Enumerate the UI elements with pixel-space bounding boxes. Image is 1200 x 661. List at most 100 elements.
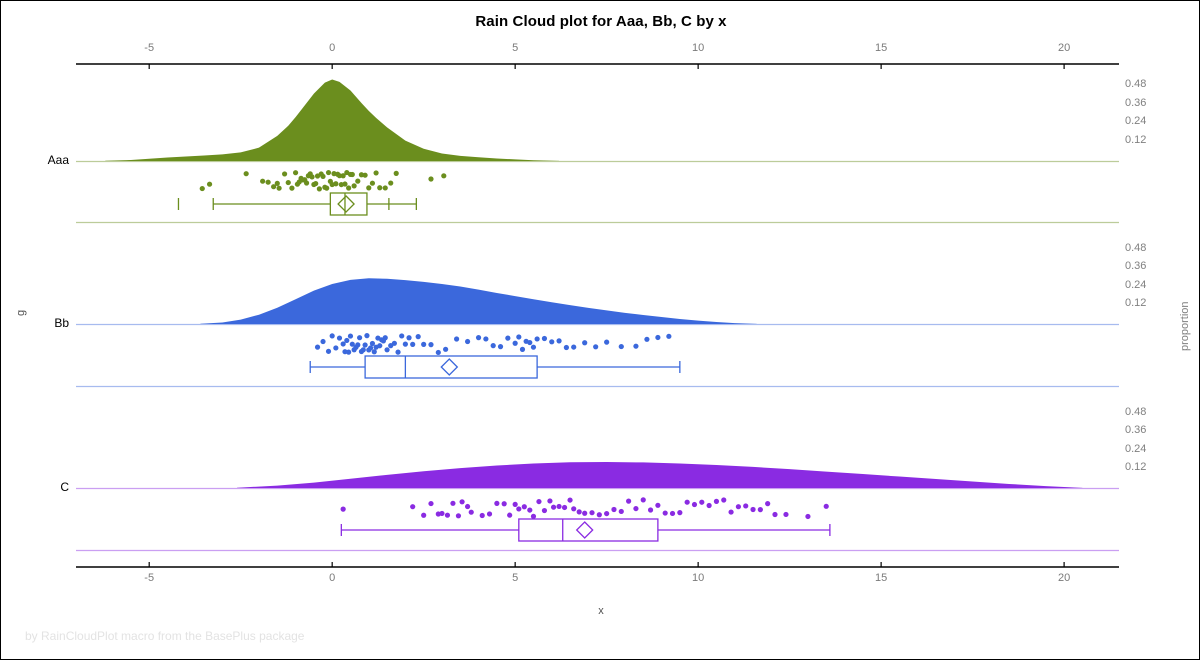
scatter-point bbox=[567, 497, 573, 503]
scatter-point bbox=[313, 180, 319, 187]
scatter-point bbox=[441, 173, 447, 179]
scatter-point bbox=[428, 342, 434, 348]
scatter-point bbox=[468, 509, 474, 515]
scatter-point bbox=[320, 173, 326, 180]
scatter-points bbox=[340, 497, 829, 520]
box-plot bbox=[309, 355, 681, 379]
scatter-point bbox=[384, 347, 390, 353]
scatter-point bbox=[199, 185, 205, 192]
group-label-bb: Bb bbox=[54, 316, 69, 330]
scatter-point bbox=[303, 180, 310, 186]
scatter-point bbox=[662, 510, 668, 516]
scatter-point bbox=[364, 333, 370, 339]
scatter-point bbox=[329, 333, 335, 339]
scatter-point bbox=[571, 344, 577, 350]
proportion-tick: 0.24 bbox=[1125, 442, 1147, 455]
scatter-point bbox=[342, 181, 348, 187]
scatter-point bbox=[391, 340, 397, 346]
scatter-point bbox=[382, 185, 388, 191]
scatter-point bbox=[783, 511, 789, 518]
density-curve bbox=[200, 278, 757, 324]
group-label-c: C bbox=[60, 480, 69, 494]
scatter-point bbox=[464, 503, 471, 510]
scatter-point bbox=[333, 345, 339, 351]
scatter-point bbox=[371, 349, 377, 355]
scatter-point bbox=[340, 506, 346, 512]
scatter-point bbox=[459, 499, 465, 505]
scatter-point bbox=[626, 498, 632, 504]
scatter-point bbox=[320, 338, 326, 345]
scatter-points bbox=[314, 333, 672, 356]
bottom-axis-tick: 0 bbox=[329, 572, 336, 584]
scatter-point bbox=[357, 335, 363, 341]
scatter-point bbox=[684, 499, 690, 505]
scatter-point bbox=[410, 504, 416, 510]
proportion-tick: 0.24 bbox=[1125, 278, 1147, 291]
scatter-point bbox=[336, 335, 343, 341]
scatter-point bbox=[285, 179, 291, 186]
scatter-point bbox=[743, 503, 749, 509]
scatter-point bbox=[735, 504, 742, 510]
scatter-point bbox=[596, 512, 602, 518]
proportion-tick: 0.12 bbox=[1125, 461, 1147, 474]
proportion-tick: 0.12 bbox=[1125, 134, 1147, 147]
scatter-point bbox=[421, 512, 427, 518]
scatter-point bbox=[340, 173, 346, 179]
scatter-point bbox=[530, 513, 537, 519]
top-axis-tick: 10 bbox=[692, 42, 705, 54]
scatter-point bbox=[393, 170, 399, 176]
proportion-axis-title: proportion bbox=[1179, 301, 1191, 351]
bottom-axis-tick: -5 bbox=[144, 572, 155, 584]
scatter-point bbox=[314, 344, 321, 350]
scatter-point bbox=[324, 185, 330, 191]
scatter-point bbox=[206, 181, 213, 187]
scatter-point bbox=[576, 509, 582, 515]
scatter-point bbox=[505, 335, 511, 341]
proportion-tick: 0.36 bbox=[1125, 424, 1147, 437]
scatter-point bbox=[464, 338, 471, 345]
scatter-point bbox=[490, 343, 496, 349]
scatter-point bbox=[512, 340, 518, 346]
scatter-point bbox=[346, 349, 352, 355]
scatter-point bbox=[415, 334, 421, 340]
footer-credit: by RainCloudPlot macro from the BasePlus… bbox=[25, 629, 305, 643]
scatter-point bbox=[644, 336, 650, 342]
scatter-point bbox=[604, 510, 610, 517]
scatter-point bbox=[406, 335, 412, 341]
scatter-point bbox=[395, 349, 401, 355]
proportion-tick: 0.48 bbox=[1125, 405, 1147, 418]
scatter-point bbox=[483, 336, 489, 342]
scatter-point bbox=[410, 341, 416, 347]
scatter-point bbox=[633, 343, 639, 349]
scatter-point bbox=[362, 172, 368, 178]
scatter-point bbox=[475, 335, 482, 341]
scatter-point bbox=[519, 346, 526, 352]
proportion-tick: 0.12 bbox=[1125, 297, 1147, 310]
scatter-point bbox=[516, 334, 522, 340]
bottom-axis-tick: 10 bbox=[692, 572, 705, 584]
scatter-point bbox=[443, 346, 449, 352]
scatter-point bbox=[421, 341, 427, 347]
scatter-point bbox=[666, 333, 672, 339]
proportion-tick: 0.24 bbox=[1125, 115, 1147, 128]
group-panel-bb bbox=[76, 278, 1119, 388]
scatter-point bbox=[347, 333, 354, 339]
scatter-point bbox=[399, 333, 405, 339]
scatter-point bbox=[655, 334, 661, 341]
scatter-point bbox=[368, 345, 374, 351]
bottom-axis-tick: 15 bbox=[874, 572, 888, 584]
scatter-point bbox=[289, 185, 295, 191]
scatter-point bbox=[516, 506, 522, 512]
scatter-point bbox=[534, 336, 540, 342]
scatter-point bbox=[556, 503, 562, 510]
top-axis-tick: 20 bbox=[1057, 42, 1071, 54]
scatter-point bbox=[355, 178, 361, 184]
scatter-point bbox=[501, 501, 507, 507]
proportion-tick: 0.48 bbox=[1125, 77, 1147, 90]
scatter-point bbox=[377, 343, 383, 349]
scatter-point bbox=[455, 513, 462, 519]
scatter-point bbox=[547, 498, 553, 504]
scatter-point bbox=[633, 505, 639, 512]
scatter-point bbox=[377, 185, 383, 191]
